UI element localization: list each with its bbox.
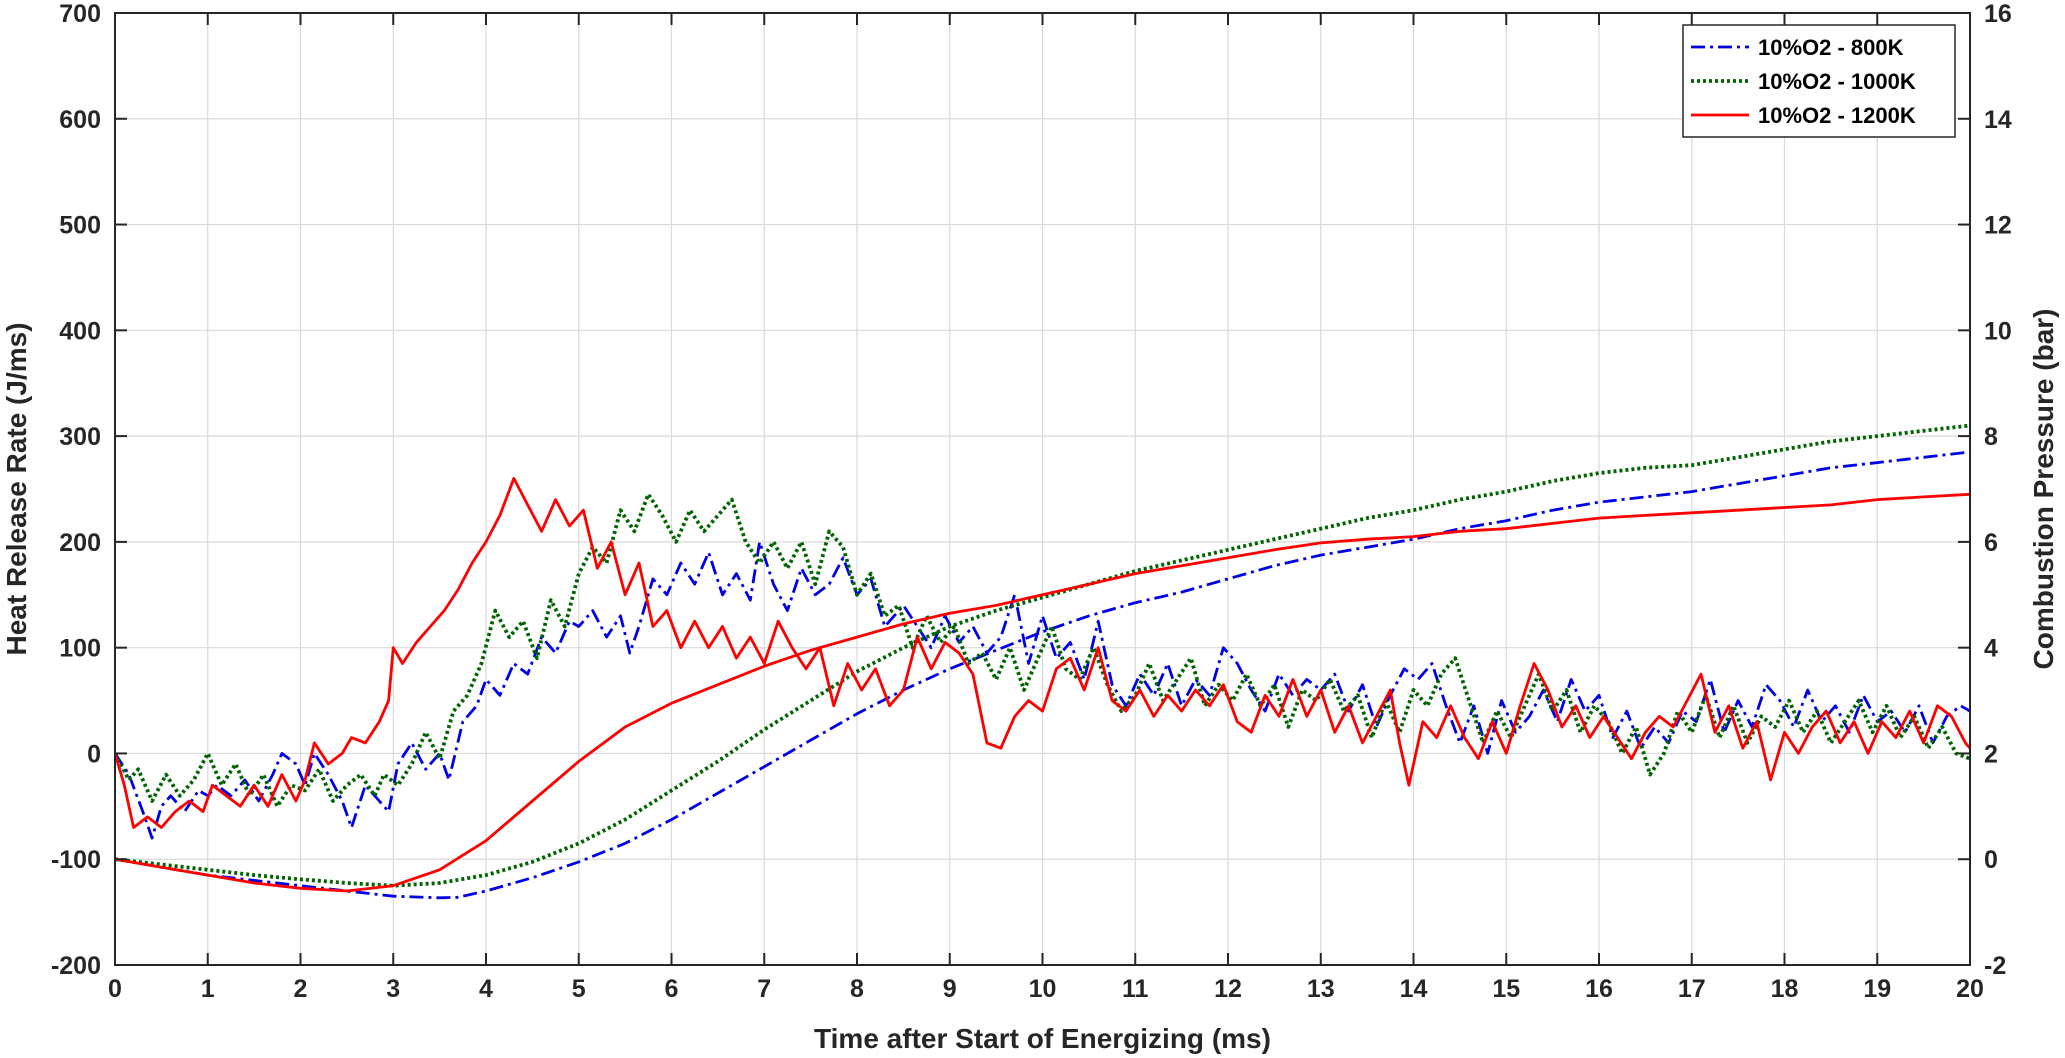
pressure-line-10-o2-800k (115, 450, 1970, 900)
grid-lines (114, 12, 1971, 966)
hrr-line-10-o2-800k (115, 540, 1970, 840)
y-axis-right-title: Combustion Pressure (bar) (2028, 309, 2059, 670)
x-tick-label: 10 (1029, 975, 1057, 1003)
x-tick-label: 19 (1863, 975, 1891, 1003)
x-tick-label: 0 (108, 975, 122, 1003)
x-tick-label: 17 (1678, 975, 1706, 1003)
x-tick-label: 11 (1122, 975, 1149, 1003)
x-tick-label: 15 (1492, 975, 1520, 1003)
y-right-tick-label: 10 (1984, 317, 2012, 345)
x-tick-label: 5 (572, 975, 586, 1003)
x-tick-label: 13 (1307, 975, 1335, 1003)
y-left-tick-label: 200 (59, 529, 101, 557)
y-right-tick-label: 12 (1984, 212, 2012, 240)
y-right-tick-label: 2 (1984, 740, 1998, 768)
y-left-tick-label: -200 (51, 952, 101, 980)
x-tick-label: 1 (201, 975, 215, 1003)
y-right-tick-label: 16 (1984, 0, 2012, 28)
x-tick-label: 2 (294, 975, 308, 1003)
y-left-tick-label: 700 (59, 0, 101, 28)
hrr-line-10-o2-1200k (115, 476, 1970, 829)
legend: 10%O2 - 800K 10%O2 - 1000K 10%O2 - 1200K (1682, 24, 1956, 138)
legend-label: 10%O2 - 1200K (1758, 103, 1916, 128)
legend-label: 10%O2 - 1000K (1758, 69, 1916, 94)
x-tick-label: 8 (850, 975, 864, 1003)
y-right-tick-label: 8 (1984, 423, 1998, 451)
x-tick-label: 16 (1585, 975, 1613, 1003)
y-right-tick-label: -2 (1984, 952, 2006, 980)
plot-series-group (115, 423, 1970, 900)
x-tick-label: 12 (1214, 975, 1242, 1003)
x-tick-label: 14 (1400, 975, 1428, 1003)
y-left-tick-label: 300 (59, 423, 101, 451)
pressure-line-10-o2-1000k (115, 423, 1970, 888)
axis-ticks (114, 12, 1971, 966)
y-left-tick-label: 400 (59, 317, 101, 345)
y-left-tick-label: 0 (87, 740, 101, 768)
y-right-tick-label: 6 (1984, 529, 1998, 557)
y-right-tick-label: 14 (1984, 106, 2012, 134)
pressure-line-10-o2-1200k (115, 492, 1970, 893)
y-right-tick-label: 4 (1984, 635, 1998, 663)
x-tick-label: 3 (386, 975, 400, 1003)
x-tick-label: 9 (943, 975, 957, 1003)
x-tick-label: 7 (757, 975, 771, 1003)
y-left-tick-label: -100 (51, 846, 101, 874)
x-tick-label: 4 (479, 975, 493, 1003)
y-axis-left-title: Heat Release Rate (J/ms) (1, 322, 32, 655)
x-axis-title: Time after Start of Energizing (ms) (814, 1023, 1271, 1054)
y-left-tick-label: 100 (59, 635, 101, 663)
x-tick-label: 20 (1956, 975, 1984, 1003)
y-left-tick-label: 500 (59, 212, 101, 240)
y-left-tick-label: 600 (59, 106, 101, 134)
x-tick-label: 18 (1771, 975, 1799, 1003)
legend-label: 10%O2 - 800K (1758, 35, 1904, 60)
x-tick-label: 6 (665, 975, 679, 1003)
y-right-tick-label: 0 (1984, 846, 1998, 874)
axis-tick-labels: 0 1 2 3 4 5 6 7 8 9 10 11 12 13 14 15 16 17 18 19 20-200-100… (51, 0, 2012, 1003)
